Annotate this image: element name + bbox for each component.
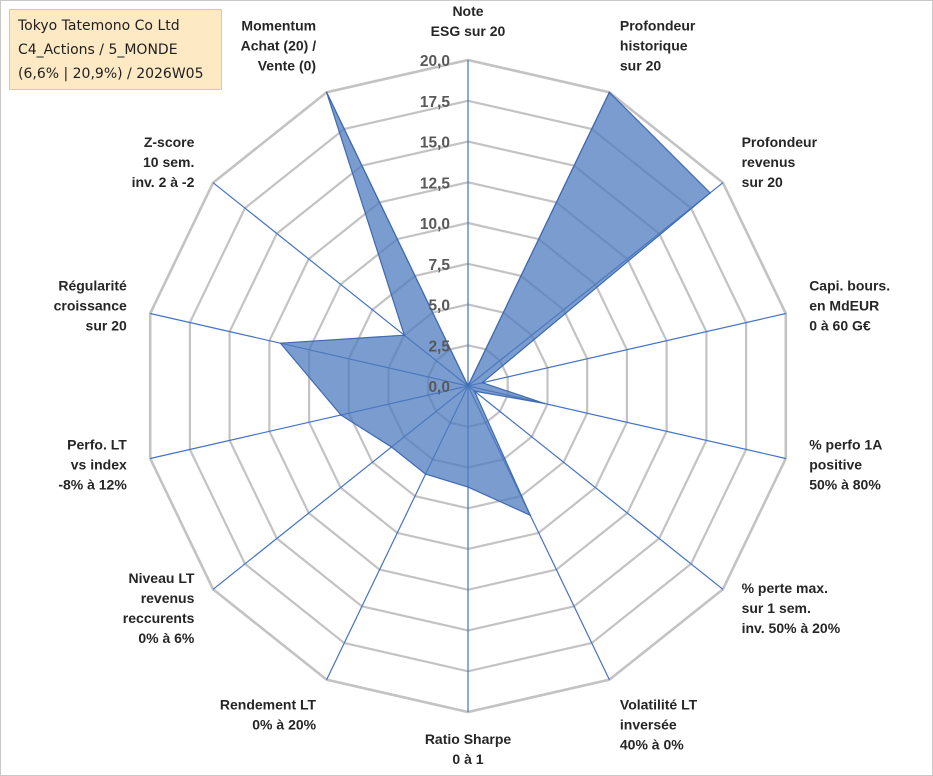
axis-label-line: 0 à 1 (452, 751, 483, 767)
axis-label-3: Capi. bours. en MdEUR 0 à 60 G€ (809, 277, 890, 333)
tick-label: 7,5 (428, 257, 450, 274)
axis-label-line: sur 20 (742, 174, 783, 190)
radar-series (279, 91, 711, 516)
tick-label: 17,5 (420, 94, 451, 111)
axis-label-2: Profondeur revenus sur 20 (742, 134, 818, 190)
axis-label-line: sur 20 (86, 317, 127, 333)
axis-label-line: 0% à 6% (138, 630, 195, 646)
data-point-13 (325, 91, 328, 94)
tick-label: 2,5 (428, 338, 450, 355)
info-box: Tokyo Tatemono Co Ltd C4_Actions / 5_MON… (9, 9, 222, 90)
tick-label: 20,0 (420, 53, 450, 70)
axis-label-line: -8% à 12% (58, 477, 127, 493)
axis-label-line: Momentum (241, 18, 316, 34)
axis-label-line: 10 sem. (143, 154, 194, 170)
tick-label: 10,0 (420, 216, 450, 233)
axis-label-line: vs index (71, 457, 127, 473)
axis-label-line: Note (452, 3, 483, 19)
axis-label-0: Note ESG sur 20 (431, 3, 506, 39)
tick-label: 15,0 (420, 135, 450, 152)
axis-label-line: en MdEUR (809, 297, 879, 313)
axis-label-line: Rendement LT (220, 696, 317, 712)
axis-label-line: inv. 50% à 20% (742, 620, 841, 636)
axis-label-line: revenus (141, 590, 195, 606)
axis-label-7: Ratio Sharpe 0 à 1 (425, 731, 512, 767)
axis-label-line: sur 20 (620, 58, 661, 74)
axis-label-line: Régularité (58, 277, 127, 293)
data-point-4 (543, 402, 546, 405)
axis-label-line: 0% à 20% (252, 716, 316, 732)
axis-label-line: Volatilité LT (620, 696, 698, 712)
axis-label-8: Rendement LT 0% à 20% (220, 696, 317, 732)
data-point-11 (279, 342, 282, 345)
axis-label-line: inversée (620, 716, 677, 732)
radar-tick-labels: 0,0 2,5 5,0 7,5 10,0 12,5 15,0 17,5 20,0 (420, 53, 451, 396)
axis-label-line: Capi. bours. (809, 277, 890, 293)
data-point-0 (467, 385, 469, 387)
axis-label-line: croissance (54, 297, 127, 313)
data-point-9 (390, 446, 393, 448)
axis-label-9: Niveau LT revenus reccurents 0% à 6% (123, 570, 195, 646)
axis-label-line: Profondeur (620, 18, 696, 34)
radar-axis-labels: Note ESG sur 20 Profondeur historique sur 20… (54, 3, 890, 767)
axis-label-12: Z-score 10 sem. inv. 2 à -2 (132, 134, 195, 190)
axis-label-13: Momentum Achat (20) / Vente (0) (241, 18, 317, 74)
performance-week-label: (6,6% | 20,9%) / 2026W05 (18, 66, 204, 82)
tick-label: 5,0 (428, 298, 450, 315)
tick-label: 12,5 (420, 175, 451, 192)
axis-label-line: revenus (742, 154, 796, 170)
axis-label-line: ESG sur 20 (431, 23, 506, 39)
axis-label-10: Perfo. LT vs index -8% à 12% (58, 437, 127, 493)
axis-label-line: historique (620, 38, 688, 54)
axis-label-line: % perte max. (742, 580, 828, 596)
axis-label-line: Vente (0) (258, 58, 316, 74)
data-point-2 (709, 192, 711, 194)
axis-label-5: % perte max. sur 1 sem. inv. 50% à 20% (742, 580, 841, 636)
data-point-6 (529, 514, 531, 516)
axis-label-line: Perfo. LT (67, 437, 127, 453)
axis-label-line: Niveau LT (129, 570, 195, 586)
axis-label-line: 0 à 60 G€ (809, 317, 871, 333)
axis-label-line: positive (809, 457, 862, 473)
axis-spoke-3 (467, 312, 786, 387)
data-point-1 (608, 91, 611, 94)
axis-label-6: Volatilité LT inversée 40% à 0% (620, 696, 698, 752)
axis-label-line: inv. 2 à -2 (132, 174, 195, 190)
data-point-5 (473, 390, 476, 392)
company-name: Tokyo Tatemono Co Ltd (18, 18, 180, 34)
axis-label-11: Régularité croissance sur 20 (54, 277, 127, 333)
axis-label-line: Profondeur (742, 134, 818, 150)
data-point-3 (481, 381, 484, 384)
axis-label-line: Z-score (144, 134, 195, 150)
axis-label-line: Achat (20) / (241, 38, 317, 54)
axis-label-line: Ratio Sharpe (425, 731, 512, 747)
tick-label: 0,0 (428, 379, 450, 396)
data-point-8 (424, 473, 427, 475)
axis-spoke-5 (467, 385, 724, 590)
axis-label-line: reccurents (123, 610, 195, 626)
category-label: C4_Actions / 5_MONDE (18, 42, 178, 58)
series-area (279, 91, 711, 516)
axis-label-line: 40% à 0% (620, 736, 684, 752)
axis-label-4: % perfo 1A positive 50% à 80% (809, 437, 882, 493)
data-point-10 (340, 414, 342, 416)
axis-label-1: Profondeur historique sur 20 (620, 18, 696, 74)
axis-label-line: % perfo 1A (809, 437, 882, 453)
axis-label-line: 50% à 80% (809, 477, 881, 493)
data-point-12 (403, 334, 406, 337)
axis-label-line: sur 1 sem. (742, 600, 811, 616)
data-point-7 (467, 486, 469, 488)
